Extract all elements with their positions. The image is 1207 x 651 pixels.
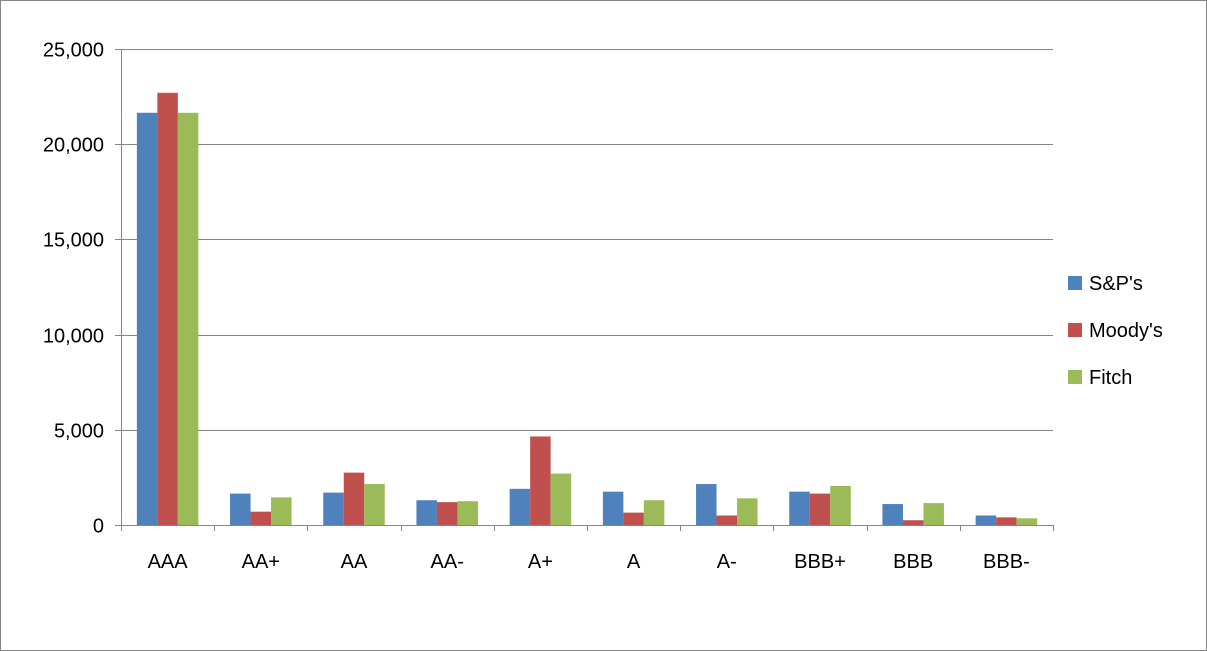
legend-label: S&P's xyxy=(1089,273,1143,295)
bar-moody-s-aplus xyxy=(530,436,551,525)
legend-swatch xyxy=(1068,323,1082,337)
x-tick-label: AA xyxy=(341,551,368,573)
legend: S&P's Moody's Fitch xyxy=(1068,273,1163,389)
gridlines xyxy=(121,49,1053,431)
bar-s-p-s-aaplus xyxy=(230,493,251,525)
legend-swatch xyxy=(1068,370,1082,384)
y-tick-label: 10,000 xyxy=(43,326,104,348)
x-tick-labels: AAA AA+ AA AA- A+ A A- BBB+ BBB BBB- xyxy=(148,551,1030,573)
y-tick-label: 20,000 xyxy=(43,135,104,157)
bar-s-p-s-aaa xyxy=(136,112,158,525)
legend-label: Moody's xyxy=(1089,320,1163,342)
x-tick-label: A- xyxy=(717,551,737,573)
bar-moody-s-aaa xyxy=(157,92,178,525)
bar-moody-s-a xyxy=(623,512,644,525)
y-tick-label: 15,000 xyxy=(43,230,104,252)
bar-fitch-bbbplus xyxy=(830,485,851,525)
bar-s-p-s-bbb xyxy=(882,504,903,525)
x-tick-label: AAA xyxy=(148,551,189,573)
bar-fitch-aaplus xyxy=(271,497,292,525)
bar-s-p-s-aplus xyxy=(509,488,531,525)
bar-fitch-bbbminus xyxy=(1016,518,1038,525)
bar-moody-s-aaplus xyxy=(250,511,272,525)
bar-moody-s-bbb xyxy=(902,520,924,525)
x-tick-label: AA+ xyxy=(242,551,280,573)
x-tick-label: AA- xyxy=(431,551,464,573)
bar-fitch-aaa xyxy=(177,112,199,525)
bar-fitch-aaminus xyxy=(457,501,478,525)
bar-s-p-s-aa xyxy=(323,492,344,525)
bar-s-p-s-bbbplus xyxy=(789,491,810,525)
y-tick-label: 25,000 xyxy=(43,40,104,62)
bar-s-p-s-bbbminus xyxy=(975,515,997,525)
x-tick-label: BBB+ xyxy=(794,551,846,573)
y-tick-label: 5,000 xyxy=(54,421,104,443)
x-tick-label: A xyxy=(627,551,641,573)
bar-s-p-s-a xyxy=(602,491,624,525)
bar-fitch-aplus xyxy=(550,473,572,525)
bar-moody-s-aa xyxy=(343,472,365,525)
bars xyxy=(136,92,1038,525)
bar-s-p-s-aaminus xyxy=(416,500,437,525)
bar-moody-s-bbbminus xyxy=(996,517,1017,525)
bar-fitch-aa xyxy=(364,484,385,525)
bar-s-p-s-aminus xyxy=(696,484,717,525)
bar-moody-s-aaminus xyxy=(436,502,458,525)
bar-fitch-bbb xyxy=(923,503,944,525)
bar-fitch-a xyxy=(643,500,665,525)
bar-fitch-aminus xyxy=(737,498,758,525)
legend-label: Fitch xyxy=(1089,367,1132,389)
bar-moody-s-aminus xyxy=(716,515,738,525)
y-tick-labels: 0 5,000 10,000 15,000 20,000 25,000 xyxy=(43,40,104,538)
legend-swatch xyxy=(1068,276,1082,290)
x-tick-label: A+ xyxy=(528,551,553,573)
x-tick-label: BBB xyxy=(893,551,933,573)
y-tick-label: 0 xyxy=(93,516,104,538)
axes xyxy=(115,49,1054,531)
x-tick-label: BBB- xyxy=(983,551,1030,573)
bar-moody-s-bbbplus xyxy=(809,493,831,525)
